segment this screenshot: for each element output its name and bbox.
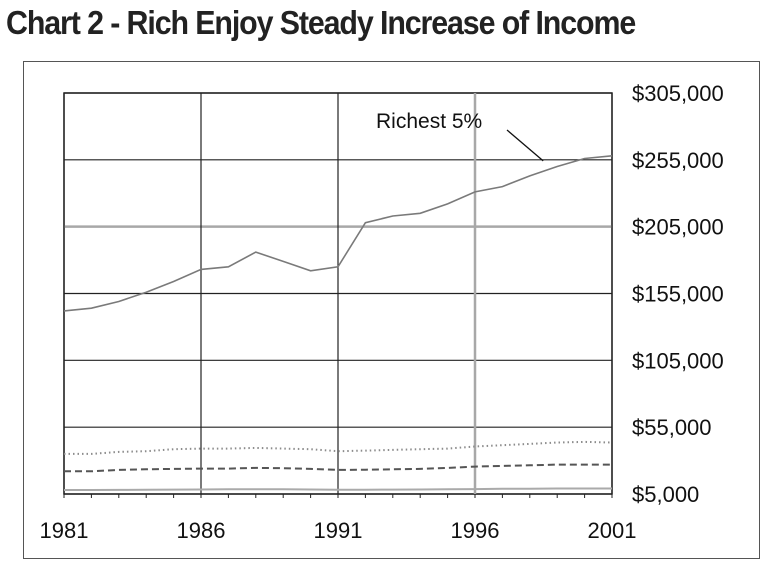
x-tick-label: 1996 bbox=[451, 518, 500, 543]
y-tick-label: $155,000 bbox=[632, 282, 724, 307]
chart-frame bbox=[23, 61, 760, 559]
series-3-line bbox=[64, 463, 612, 473]
x-tick-label: 1981 bbox=[40, 518, 89, 543]
gridlines bbox=[63, 92, 613, 498]
y-tick-label: $105,000 bbox=[632, 348, 724, 373]
y-tick-label: $5,000 bbox=[632, 482, 699, 507]
y-tick-label: $55,000 bbox=[632, 415, 712, 440]
richest-5--line bbox=[63, 155, 613, 312]
y-tick-label: $255,000 bbox=[632, 148, 724, 173]
y-tick-label: $205,000 bbox=[632, 215, 724, 240]
series-4-line bbox=[64, 487, 612, 491]
x-tick-label: 1986 bbox=[177, 518, 226, 543]
series-annotation-label: Richest 5% bbox=[376, 110, 482, 133]
annotation-leader-line bbox=[506, 129, 544, 162]
chart-title: Chart 2 - Rich Enjoy Steady Increase of … bbox=[6, 4, 636, 41]
series-2-line bbox=[64, 440, 613, 455]
y-tick-label: $305,000 bbox=[632, 81, 724, 106]
x-tick-label: 1991 bbox=[314, 518, 363, 543]
x-tick-label: 2001 bbox=[588, 518, 637, 543]
